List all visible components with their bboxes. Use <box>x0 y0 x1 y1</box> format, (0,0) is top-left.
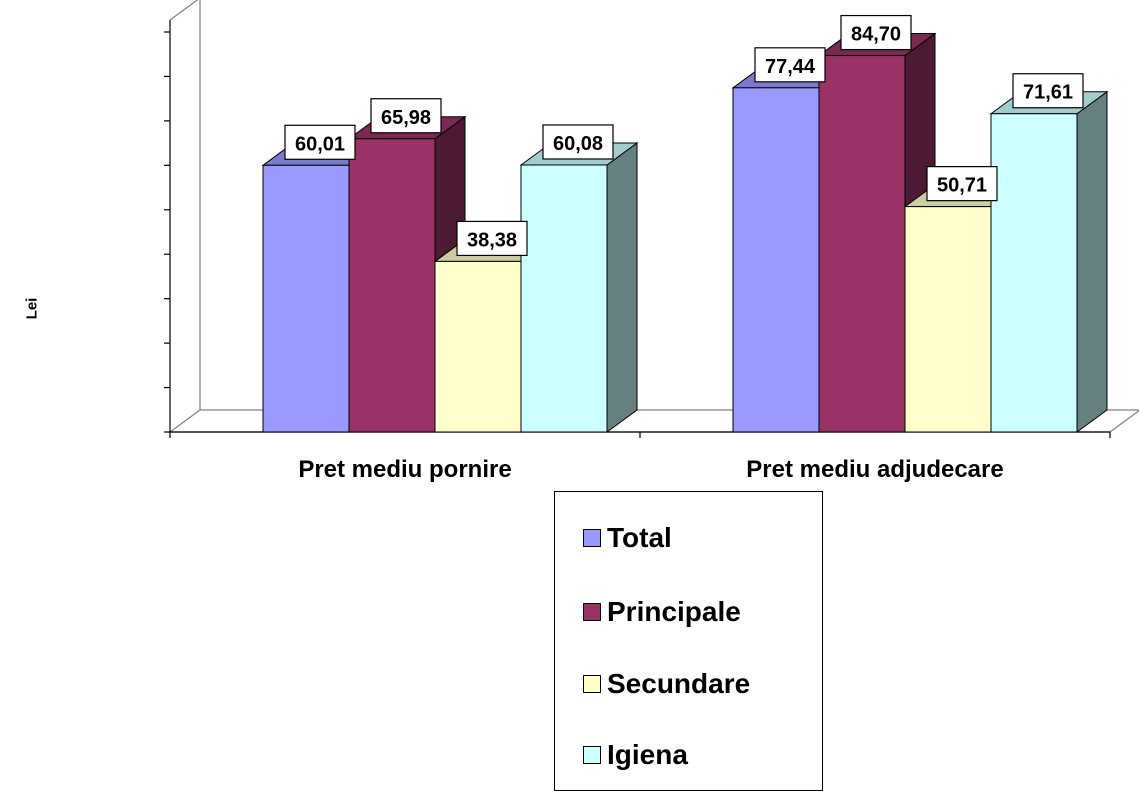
data-label-box <box>542 124 614 160</box>
y-axis-label: Lei <box>23 297 41 320</box>
data-label-box <box>1012 73 1084 109</box>
chart-data-labels: 60,01 65,98 38,38 60,08 77,44 84,70 50,71 71,61 <box>284 14 1084 257</box>
legend-label-igiena: Igiena <box>607 739 688 770</box>
bar-side <box>606 141 638 433</box>
chart-bars <box>261 32 1109 433</box>
data-label-igiena-0: 60,08 <box>542 124 614 160</box>
legend-swatch-secundare <box>583 675 601 693</box>
data-label-principale-1: 84,70 <box>840 14 912 51</box>
legend-label-secundare: Secundare <box>607 668 751 699</box>
bar-front <box>434 260 522 433</box>
bar-side <box>1076 90 1108 433</box>
bar-front <box>262 164 350 433</box>
data-label-secundare-1: 50,71 <box>926 166 998 202</box>
data-label-box <box>456 220 528 257</box>
data-label-box <box>926 166 998 202</box>
data-label-box <box>370 98 442 134</box>
bar-front <box>348 138 436 433</box>
legend-swatch-igiena <box>583 746 601 764</box>
legend: Total Principale Secundare Igiena <box>554 491 823 791</box>
data-label-box <box>840 14 912 51</box>
category-label-0: Pret mediu pornire <box>298 456 511 483</box>
back-wall <box>199 0 201 410</box>
data-label-text: 77,44 <box>765 56 816 78</box>
bar-front <box>520 164 608 433</box>
data-label-text: 60,08 <box>553 133 603 155</box>
bar-igiena-1 <box>989 90 1109 433</box>
bar-front <box>990 113 1078 433</box>
data-label-total-0: 60,01 <box>284 124 356 160</box>
data-label-text: 84,70 <box>851 24 901 46</box>
data-label-secundare-0: 38,38 <box>456 220 528 257</box>
legend-label-total: Total <box>607 522 672 553</box>
bar-front <box>818 55 906 433</box>
legend-item-igiena: Igiena <box>583 739 688 771</box>
bar-front <box>732 87 820 433</box>
data-label-principale-0: 65,98 <box>370 98 442 134</box>
side-wall-top-edge <box>169 0 199 21</box>
data-label-text: 38,38 <box>467 229 517 251</box>
legend-swatch-principale <box>583 603 601 621</box>
data-label-text: 50,71 <box>937 175 987 197</box>
legend-item-secundare: Secundare <box>583 668 750 700</box>
data-label-text: 65,98 <box>381 107 431 129</box>
data-label-igiena-1: 71,61 <box>1012 73 1084 109</box>
data-label-text: 71,61 <box>1023 82 1073 104</box>
data-label-box <box>754 47 826 83</box>
category-label-1: Pret mediu adjudecare <box>746 456 1003 483</box>
data-label-total-1: 77,44 <box>754 47 826 83</box>
bar-igiena-0 <box>519 141 639 433</box>
data-label-text: 60,01 <box>295 133 345 155</box>
legend-swatch-total <box>583 529 601 547</box>
legend-item-total: Total <box>583 522 672 554</box>
data-label-box <box>284 124 356 160</box>
legend-item-principale: Principale <box>583 596 741 628</box>
legend-label-principale: Principale <box>607 596 741 627</box>
bar-secundare-1 <box>903 183 1023 433</box>
bar-front <box>904 206 992 433</box>
chart-category-labels: Pret mediu pornire Pret mediu adjudecare <box>298 456 1003 483</box>
